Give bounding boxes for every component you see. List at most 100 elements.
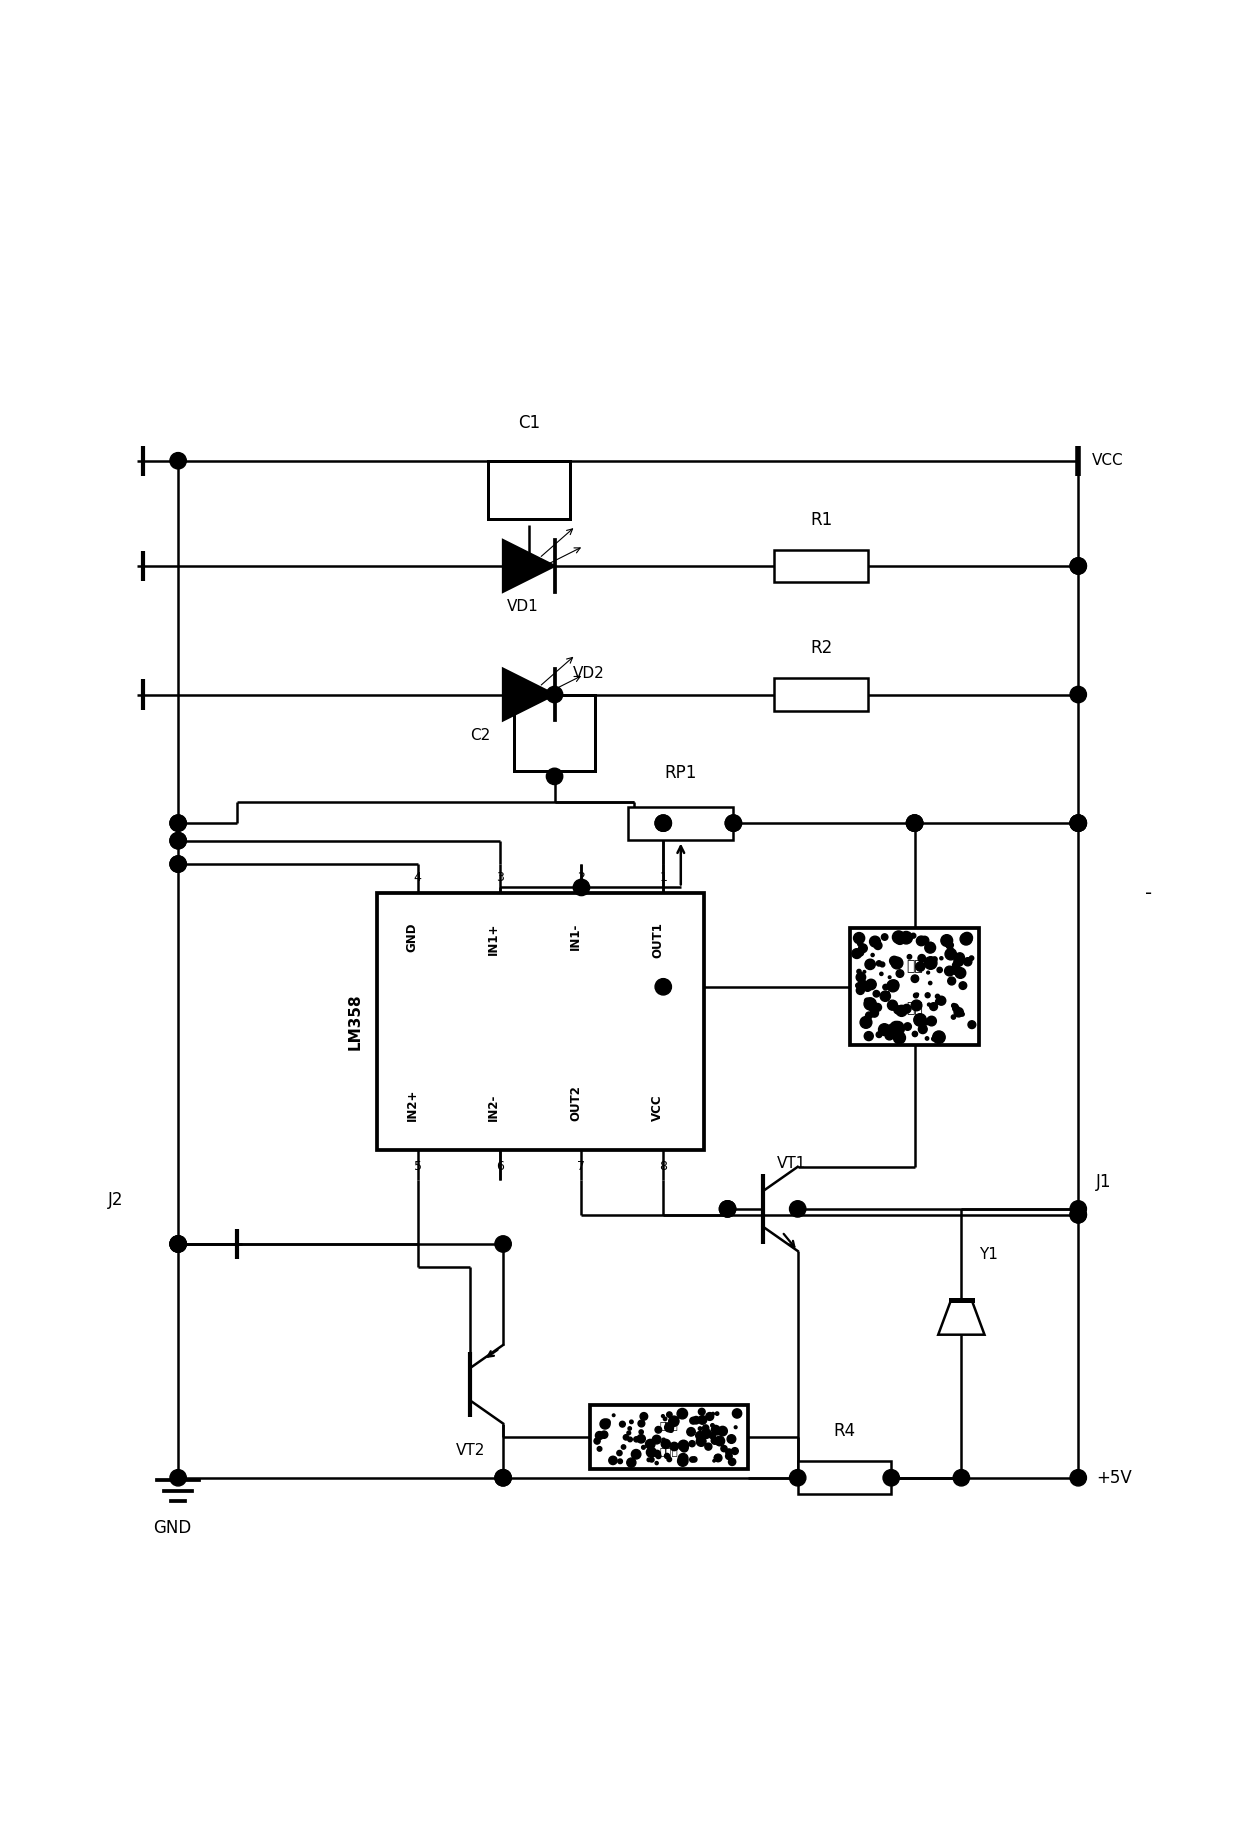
Circle shape bbox=[940, 958, 943, 959]
Circle shape bbox=[907, 954, 911, 959]
Circle shape bbox=[919, 954, 926, 961]
Circle shape bbox=[903, 1004, 911, 1013]
Circle shape bbox=[628, 1437, 633, 1441]
Circle shape bbox=[858, 941, 863, 946]
Circle shape bbox=[944, 948, 957, 959]
Circle shape bbox=[861, 1017, 872, 1028]
Circle shape bbox=[646, 1446, 656, 1458]
Circle shape bbox=[678, 1456, 688, 1467]
Circle shape bbox=[880, 1030, 885, 1033]
Circle shape bbox=[904, 1022, 911, 1030]
Circle shape bbox=[695, 1432, 704, 1439]
Circle shape bbox=[883, 985, 888, 989]
Circle shape bbox=[618, 1459, 623, 1463]
Bar bbox=[774, 550, 868, 583]
Circle shape bbox=[894, 1006, 901, 1015]
Text: 7: 7 bbox=[577, 1161, 586, 1173]
Bar bbox=[851, 928, 979, 1046]
Circle shape bbox=[710, 1424, 714, 1428]
Circle shape bbox=[709, 1417, 711, 1419]
Circle shape bbox=[888, 1000, 898, 1011]
Circle shape bbox=[721, 1445, 727, 1452]
Circle shape bbox=[789, 1470, 806, 1485]
Circle shape bbox=[573, 880, 589, 895]
Circle shape bbox=[944, 967, 954, 976]
Circle shape bbox=[702, 1428, 711, 1439]
Circle shape bbox=[1070, 557, 1086, 574]
Circle shape bbox=[170, 1236, 186, 1253]
Circle shape bbox=[925, 958, 937, 969]
Circle shape bbox=[711, 1437, 719, 1445]
Circle shape bbox=[725, 1452, 732, 1459]
Circle shape bbox=[725, 815, 741, 832]
Circle shape bbox=[170, 1236, 186, 1253]
Circle shape bbox=[914, 1013, 926, 1026]
Circle shape bbox=[681, 1445, 688, 1452]
Text: 3: 3 bbox=[496, 871, 503, 884]
Text: J1: J1 bbox=[1096, 1173, 1111, 1192]
Circle shape bbox=[661, 1439, 671, 1448]
Circle shape bbox=[948, 943, 953, 948]
Circle shape bbox=[954, 969, 958, 972]
Circle shape bbox=[927, 1004, 931, 1006]
Bar bbox=[774, 679, 868, 710]
Circle shape bbox=[600, 1432, 608, 1439]
Circle shape bbox=[713, 1459, 715, 1461]
Circle shape bbox=[709, 1432, 715, 1439]
Text: 语音一: 语音一 bbox=[660, 1421, 678, 1430]
Bar bbox=[377, 893, 704, 1151]
Text: R4: R4 bbox=[834, 1422, 856, 1441]
Circle shape bbox=[656, 1454, 661, 1459]
Circle shape bbox=[925, 1037, 928, 1041]
Circle shape bbox=[494, 1470, 512, 1485]
Text: VCC: VCC bbox=[651, 1094, 663, 1122]
Circle shape bbox=[926, 1020, 928, 1022]
Text: VT1: VT1 bbox=[777, 1157, 806, 1172]
Circle shape bbox=[711, 1413, 714, 1415]
Circle shape bbox=[893, 932, 905, 943]
Circle shape bbox=[946, 943, 952, 948]
Circle shape bbox=[604, 1419, 610, 1424]
Bar bbox=[488, 461, 570, 518]
Circle shape bbox=[968, 1020, 975, 1028]
Circle shape bbox=[613, 1413, 615, 1417]
Circle shape bbox=[689, 1441, 695, 1446]
Circle shape bbox=[698, 1415, 707, 1424]
Circle shape bbox=[856, 972, 866, 982]
Polygon shape bbox=[938, 1301, 984, 1334]
Circle shape bbox=[698, 1408, 705, 1415]
Circle shape bbox=[634, 1437, 639, 1443]
Circle shape bbox=[936, 994, 940, 998]
Circle shape bbox=[958, 970, 964, 976]
Circle shape bbox=[919, 1024, 927, 1033]
Circle shape bbox=[916, 993, 919, 996]
Circle shape bbox=[928, 982, 932, 985]
Circle shape bbox=[637, 1435, 645, 1443]
Circle shape bbox=[170, 815, 186, 832]
Circle shape bbox=[729, 1458, 736, 1465]
Circle shape bbox=[856, 983, 861, 987]
Text: LM358: LM358 bbox=[348, 994, 363, 1050]
Text: 5: 5 bbox=[414, 1161, 422, 1173]
Circle shape bbox=[896, 1006, 907, 1017]
Circle shape bbox=[1070, 1207, 1086, 1223]
Text: 音乐模: 音乐模 bbox=[660, 1446, 678, 1456]
Circle shape bbox=[914, 993, 919, 998]
Circle shape bbox=[916, 935, 926, 946]
Circle shape bbox=[715, 1411, 719, 1415]
Text: IN2-: IN2- bbox=[487, 1094, 501, 1122]
Circle shape bbox=[1070, 815, 1086, 832]
Circle shape bbox=[1070, 686, 1086, 703]
Circle shape bbox=[911, 1000, 922, 1011]
Circle shape bbox=[647, 1458, 651, 1461]
Bar bbox=[591, 1404, 748, 1469]
Circle shape bbox=[925, 993, 930, 998]
Circle shape bbox=[962, 932, 973, 943]
Circle shape bbox=[927, 1017, 936, 1026]
Text: Y1: Y1 bbox=[979, 1247, 997, 1262]
Circle shape bbox=[953, 1004, 958, 1007]
Circle shape bbox=[624, 1435, 629, 1441]
Circle shape bbox=[952, 961, 959, 969]
Text: R2: R2 bbox=[810, 638, 832, 657]
Circle shape bbox=[953, 1470, 969, 1485]
